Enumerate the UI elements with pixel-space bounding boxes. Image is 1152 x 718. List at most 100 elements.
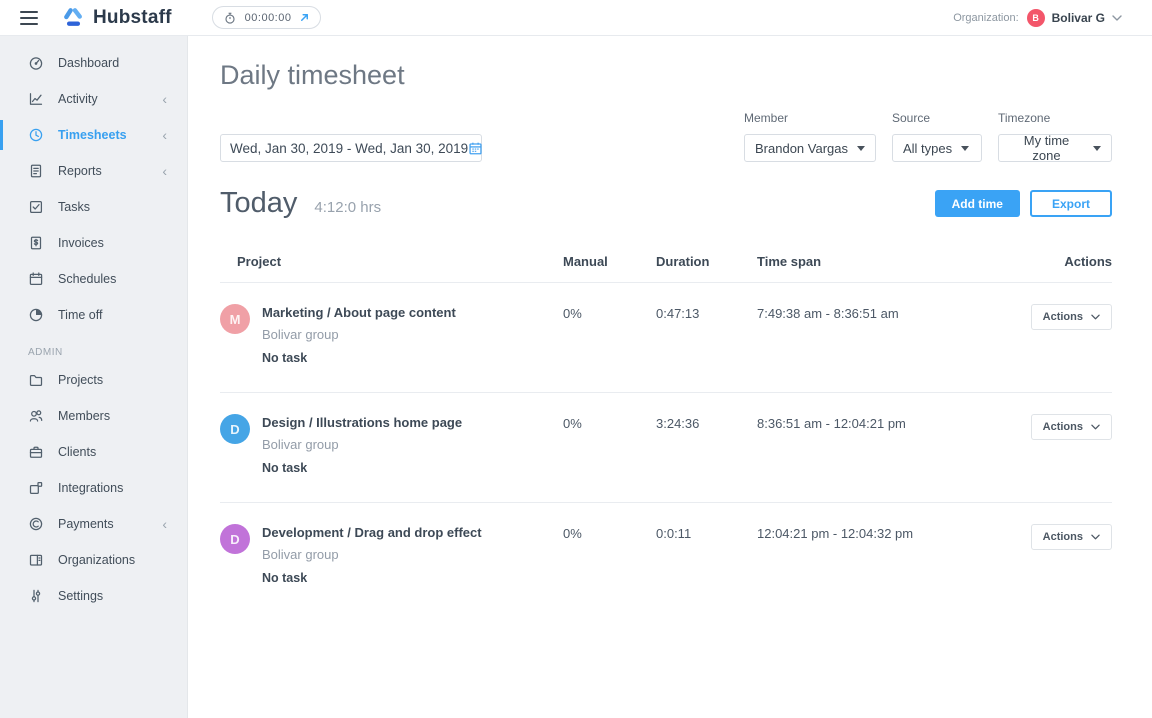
project-avatar: D [220, 524, 250, 554]
task-label: No task [262, 351, 308, 365]
calendar-icon [468, 141, 483, 156]
date-range-picker[interactable]: Wed, Jan 30, 2019 - Wed, Jan 30, 2019 [220, 134, 482, 162]
caret-down-icon [1093, 145, 1101, 151]
sidebar-item-timesheets[interactable]: Timesheets ‹ [0, 117, 187, 153]
column-header-timespan: Time span [757, 254, 822, 269]
table-row: D Design / Illustrations home page Boliv… [220, 393, 1112, 503]
filter-label: Member [744, 111, 789, 125]
schedules-icon [28, 271, 44, 287]
integrations-icon [28, 480, 44, 496]
duration-value: 0:47:13 [656, 306, 700, 321]
timer-widget[interactable]: 00:00:00 [211, 6, 322, 29]
sidebar-item-label: Activity [58, 92, 98, 106]
chevron-left-icon: ‹ [162, 163, 167, 179]
hamburger-icon[interactable] [20, 10, 38, 25]
manual-value: 0% [563, 306, 582, 321]
main-content: Daily timesheet Wed, Jan 30, 2019 - Wed,… [188, 36, 1152, 718]
sidebar-item-members[interactable]: Members ‹ [0, 398, 187, 434]
sidebar-item-label: Members [58, 409, 111, 423]
manual-value: 0% [563, 526, 582, 541]
row-actions-button[interactable]: Actions [1030, 414, 1112, 440]
task-label: No task [262, 571, 308, 585]
source-select[interactable]: All types [892, 134, 982, 162]
sidebar-item-invoices[interactable]: Invoices ‹ [0, 225, 187, 261]
sidebar-item-label: Clients [58, 445, 97, 459]
sidebar-item-time-off[interactable]: Time off ‹ [0, 297, 187, 333]
caret-down-icon [961, 145, 970, 151]
member-select[interactable]: Brandon Vargas [744, 134, 876, 162]
today-heading: Today [220, 187, 298, 219]
chevron-left-icon: ‹ [162, 91, 167, 107]
chevron-down-icon[interactable] [1112, 14, 1122, 21]
settings-icon [28, 588, 44, 604]
column-header-duration: Duration [656, 254, 710, 269]
table-row: D Development / Drag and drop effect Bol… [220, 503, 1112, 612]
avatar: B [1026, 8, 1045, 27]
row-actions-button[interactable]: Actions [1030, 304, 1112, 330]
sidebar-item-label: Timesheets [58, 128, 127, 142]
sidebar-item-label: Settings [58, 589, 104, 603]
sidebar-item-settings[interactable]: Settings ‹ [0, 578, 187, 614]
sidebar-item-schedules[interactable]: Schedules ‹ [0, 261, 187, 297]
hubstaff-logo[interactable]: Hubstaff [62, 6, 172, 29]
stopwatch-icon [223, 11, 237, 25]
chevron-left-icon: ‹ [162, 516, 167, 532]
timespan-value: 7:49:38 am - 8:36:51 am [757, 306, 899, 321]
project-group: Bolivar group [262, 547, 339, 562]
filter-selected-value: All types [903, 140, 953, 156]
manual-value: 0% [563, 416, 582, 431]
sidebar-item-label: Time off [58, 308, 103, 322]
sidebar-section-label: ADMIN [28, 347, 63, 358]
organization-label: Organization: [953, 11, 1019, 24]
today-total-hours: 4:12:0 hrs [314, 199, 382, 216]
column-header-project: Project [237, 254, 282, 269]
project-group: Bolivar group [262, 437, 339, 452]
arrow-up-right-icon[interactable] [299, 12, 310, 23]
chevron-down-icon [1091, 314, 1100, 320]
sidebar-item-integrations[interactable]: Integrations ‹ [0, 470, 187, 506]
hubstaff-logo-icon [62, 6, 85, 29]
sidebar-item-label: Integrations [58, 481, 124, 495]
sidebar-item-activity[interactable]: Activity ‹ [0, 81, 187, 117]
filter-selected-value: My time zone [1023, 133, 1070, 163]
sidebar-item-payments[interactable]: Payments ‹ [0, 506, 187, 542]
sidebar-item-label: Organizations [58, 553, 136, 567]
invoices-icon [28, 235, 44, 251]
project-avatar: D [220, 414, 250, 444]
project-group: Bolivar group [262, 327, 339, 342]
sidebar-item-tasks[interactable]: Tasks ‹ [0, 189, 187, 225]
row-actions-button[interactable]: Actions [1030, 524, 1112, 550]
page-title: Daily timesheet [220, 60, 405, 90]
timesheet-table: Project Manual Duration Time span Action… [220, 254, 1112, 612]
sidebar-item-projects[interactable]: Projects ‹ [0, 362, 187, 398]
project-avatar: M [220, 304, 250, 334]
sidebar-item-label: Invoices [58, 236, 104, 250]
export-button[interactable]: Export [1029, 190, 1112, 217]
row-actions-label: Actions [1042, 311, 1083, 323]
timer-value: 00:00:00 [244, 11, 292, 24]
members-icon [28, 408, 44, 424]
project-name: Design / Illustrations home page [262, 415, 463, 430]
timezone-select[interactable]: My time zone [998, 133, 1112, 163]
filter-label: Timezone [998, 111, 1051, 125]
filter-label: Source [892, 111, 931, 125]
user-name[interactable]: Bolivar G [1051, 10, 1105, 25]
payments-icon [28, 516, 44, 532]
sidebar-item-organizations[interactable]: Organizations ‹ [0, 542, 187, 578]
caret-down-icon [857, 145, 865, 151]
tasks-icon [28, 199, 44, 215]
clients-icon [28, 444, 44, 460]
projects-icon [28, 372, 44, 388]
table-row: M Marketing / About page content Bolivar… [220, 283, 1112, 393]
timesheets-icon [28, 127, 44, 143]
sidebar-item-label: Projects [58, 373, 104, 387]
dashboard-icon [28, 55, 44, 71]
sidebar-item-label: Payments [58, 517, 114, 531]
sidebar-item-dashboard[interactable]: Dashboard ‹ [0, 45, 187, 81]
timespan-value: 8:36:51 am - 12:04:21 pm [757, 416, 906, 431]
add-time-button[interactable]: Add time [934, 190, 1020, 217]
sidebar-item-reports[interactable]: Reports ‹ [0, 153, 187, 189]
sidebar-item-clients[interactable]: Clients ‹ [0, 434, 187, 470]
project-name: Development / Drag and drop effect [262, 525, 482, 540]
topbar: Hubstaff 00:00:00 Organization: B Boliva… [0, 0, 1152, 36]
